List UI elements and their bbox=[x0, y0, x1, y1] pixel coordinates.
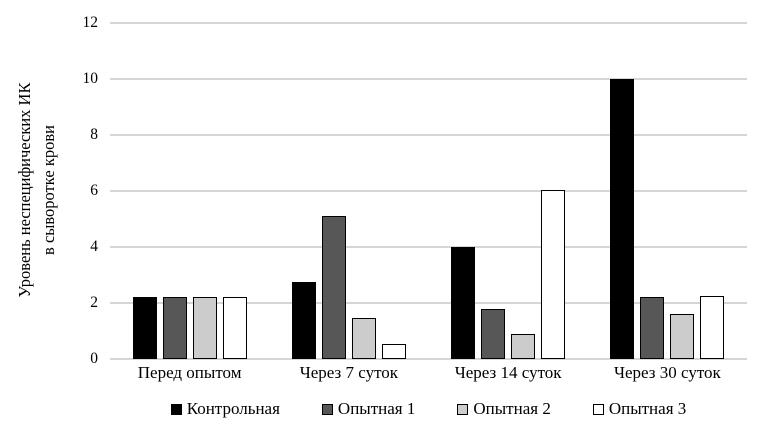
chart-legend: Контрольная Опытная 1 Опытная 2 Опытная 3 bbox=[110, 396, 747, 422]
y-tick-label: 0 bbox=[90, 350, 98, 367]
y-tick-label: 8 bbox=[90, 126, 98, 143]
bar bbox=[321, 216, 346, 359]
y-axis-label: Уровень неспецифических ИК в сыворотке к… bbox=[15, 82, 58, 298]
legend-label: Опытная 1 bbox=[337, 399, 416, 418]
legend-swatch bbox=[592, 403, 604, 415]
gridline bbox=[110, 302, 747, 304]
x-category-label: Через 30 суток bbox=[613, 363, 721, 382]
gridline bbox=[110, 246, 747, 248]
bar bbox=[291, 282, 316, 359]
legend-item: Опытная 2 bbox=[457, 399, 551, 419]
y-tick-label: 6 bbox=[90, 182, 98, 199]
bar bbox=[222, 297, 247, 359]
bar bbox=[541, 189, 566, 359]
bar bbox=[132, 297, 157, 359]
x-category-label: Через 7 суток bbox=[299, 363, 399, 382]
bar bbox=[481, 308, 506, 359]
gridline bbox=[110, 190, 747, 192]
legend-item: Опытная 1 bbox=[321, 399, 416, 419]
legend-label: Контрольная bbox=[186, 399, 280, 418]
bar bbox=[162, 297, 187, 359]
gridline bbox=[110, 78, 747, 80]
gridline bbox=[110, 358, 747, 360]
y-tick-label: 12 bbox=[82, 14, 99, 31]
bar bbox=[511, 333, 536, 359]
bar bbox=[640, 297, 665, 359]
bar bbox=[381, 343, 406, 359]
gridline bbox=[110, 134, 747, 136]
y-tick-label: 10 bbox=[82, 70, 99, 87]
bar bbox=[451, 247, 476, 359]
legend-swatch bbox=[321, 403, 333, 415]
y-tick-label: 4 bbox=[90, 238, 98, 255]
legend-label: Опытная 2 bbox=[473, 399, 551, 418]
plot-area bbox=[110, 22, 747, 360]
y-tick-label: 2 bbox=[90, 294, 98, 311]
x-category-label: Перед опытом bbox=[137, 363, 242, 382]
gridline bbox=[110, 22, 747, 24]
x-category-label: Через 14 суток bbox=[454, 363, 562, 382]
legend-label: Опытная 3 bbox=[608, 399, 687, 418]
bar bbox=[610, 79, 635, 359]
legend-item: Опытная 3 bbox=[592, 399, 687, 419]
legend-item: Контрольная bbox=[170, 399, 280, 419]
bar bbox=[700, 296, 725, 359]
bar bbox=[670, 314, 695, 359]
bar bbox=[192, 297, 217, 359]
legend-swatch bbox=[457, 403, 469, 415]
bar bbox=[351, 318, 376, 359]
legend-swatch bbox=[170, 403, 182, 415]
